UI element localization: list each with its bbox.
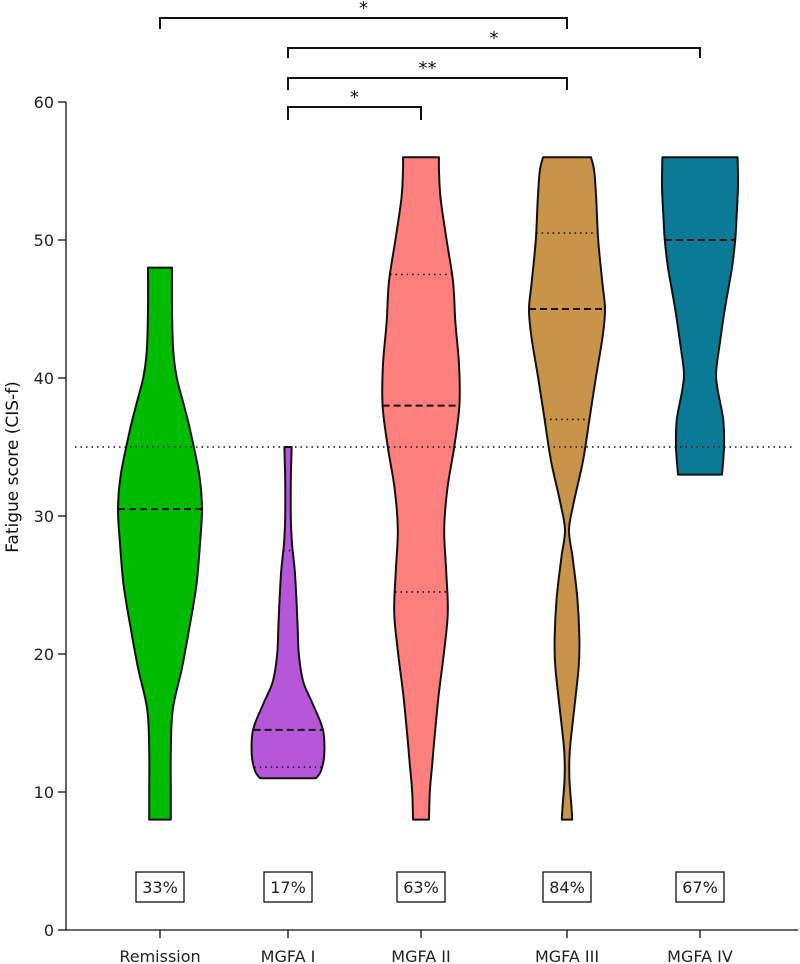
significance-bracket-2: * — [287, 28, 701, 58]
violin-remission — [116, 266, 204, 821]
bracket-label-2: * — [490, 28, 499, 49]
violin-body-mgfa-ii — [381, 156, 461, 821]
violin-body-mgfa-iv — [660, 156, 740, 476]
axes: 0 10 20 30 40 50 60 Remission MGFA I MGFA II MGFA … — [34, 93, 798, 964]
significance-brackets: ***** — [159, 0, 701, 120]
percentage-label-mgfa-i: 17% — [270, 878, 306, 897]
significance-bracket-4: * — [287, 87, 422, 120]
violin-body-mgfa-iii — [527, 156, 607, 821]
x-tick-label-remission: Remission — [119, 947, 200, 964]
percentage-boxes: 33% 17% 63% 84% 67% — [135, 871, 725, 903]
significance-bracket-3: ** — [287, 58, 568, 90]
violin-mgfa-iii — [527, 156, 607, 821]
y-tick-label-60: 60 — [34, 93, 54, 112]
percentage-box-mgfa-ii — [396, 871, 446, 903]
percentage-label-mgfa-ii: 63% — [403, 878, 439, 897]
bracket-line-4 — [287, 106, 422, 120]
percentage-box-mgfa-iii — [542, 871, 592, 903]
y-axis-label: Fatigue score (CIS-f) — [3, 381, 23, 553]
y-tick-label-40: 40 — [34, 369, 54, 388]
y-tick-label-30: 30 — [34, 507, 54, 526]
x-tick-label-mgfa-iv: MGFA IV — [667, 947, 733, 964]
bracket-label-1: * — [359, 0, 368, 19]
violin-body-mgfa-i — [250, 446, 326, 780]
violin-series — [116, 156, 740, 821]
violin-mgfa-ii — [381, 156, 461, 821]
x-tick-label-mgfa-ii: MGFA II — [391, 947, 450, 964]
violin-body-remission — [116, 266, 204, 821]
percentage-box-remission — [135, 871, 185, 903]
violin-mgfa-i — [250, 446, 326, 780]
percentage-box-mgfa-iv — [675, 871, 725, 903]
bracket-label-4: * — [350, 87, 359, 108]
y-tick-label-50: 50 — [34, 231, 54, 250]
percentage-box-mgfa-i — [263, 871, 313, 903]
significance-bracket-1: * — [159, 0, 568, 29]
bracket-line-1 — [159, 17, 568, 29]
percentage-label-mgfa-iv: 67% — [682, 878, 718, 897]
percentage-label-mgfa-iii: 84% — [549, 878, 585, 897]
bracket-line-2 — [287, 47, 701, 58]
y-tick-label-10: 10 — [34, 783, 54, 802]
x-tick-label-mgfa-iii: MGFA III — [535, 947, 599, 964]
y-tick-label-0: 0 — [44, 921, 54, 940]
bracket-label-3: ** — [419, 58, 437, 79]
violin-mgfa-iv — [660, 156, 740, 476]
bracket-line-3 — [287, 77, 568, 90]
percentage-label-remission: 33% — [142, 878, 178, 897]
x-tick-label-mgfa-i: MGFA I — [261, 947, 316, 964]
y-tick-label-20: 20 — [34, 645, 54, 664]
